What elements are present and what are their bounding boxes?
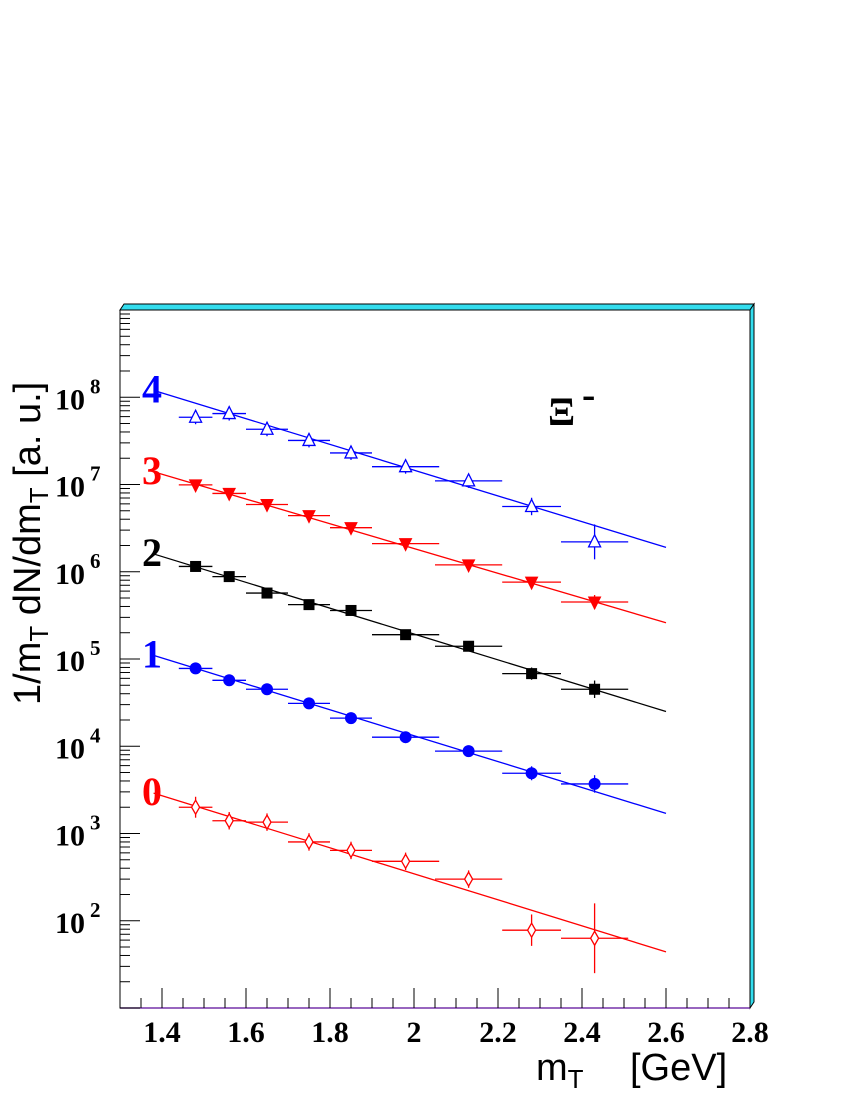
data-point-3 bbox=[344, 522, 358, 536]
data-point-2 bbox=[463, 640, 475, 652]
x-tick-label: 2.4 bbox=[563, 1016, 601, 1049]
data-point-0 bbox=[589, 929, 600, 947]
y-tick-exponent: 8 bbox=[90, 374, 101, 398]
x-axis-title-sub: T bbox=[568, 1064, 584, 1094]
y-tick-label: 10 bbox=[55, 732, 85, 765]
data-point-1 bbox=[223, 674, 236, 687]
data-point-1 bbox=[525, 767, 538, 780]
x-tick-label: 2.6 bbox=[647, 1016, 685, 1049]
data-point-1 bbox=[345, 712, 357, 725]
data-point-2 bbox=[345, 604, 357, 616]
data-point-2 bbox=[526, 668, 538, 680]
data-point-3 bbox=[524, 576, 539, 591]
frame-shadow-top bbox=[119, 303, 755, 311]
data-point-0 bbox=[400, 853, 411, 870]
data-point-3 bbox=[188, 479, 203, 493]
data-point-2 bbox=[589, 683, 601, 695]
y-tick-label: 10 bbox=[55, 383, 85, 416]
data-point-2 bbox=[190, 560, 202, 572]
data-point-1 bbox=[189, 662, 202, 675]
data-point-4 bbox=[222, 405, 237, 420]
series-tag-3: 3 bbox=[142, 448, 162, 493]
series-tag-2: 2 bbox=[142, 530, 162, 575]
data-point-4 bbox=[259, 420, 275, 435]
y-tick-label: 10 bbox=[55, 820, 85, 853]
data-point-0 bbox=[224, 812, 234, 830]
x-axis-title-main: m bbox=[536, 1047, 568, 1089]
y-tick-exponent: 5 bbox=[90, 636, 101, 660]
data-point-4 bbox=[587, 533, 602, 548]
y-tick-exponent: 2 bbox=[90, 898, 101, 922]
data-point-1 bbox=[462, 745, 475, 758]
data-point-0 bbox=[346, 842, 356, 859]
data-point-3 bbox=[461, 559, 476, 573]
y-axis-title-sub1: T bbox=[24, 626, 54, 642]
data-point-0 bbox=[463, 870, 474, 888]
data-point-1 bbox=[588, 777, 601, 790]
series-tag-1: 1 bbox=[142, 631, 162, 676]
data-point-4 bbox=[398, 458, 413, 473]
x-axis-unit: [GeV] bbox=[630, 1047, 727, 1089]
series-tags: 4 3 2 1 0 bbox=[142, 366, 162, 814]
x-tick-label: 2.2 bbox=[479, 1016, 517, 1049]
fit-line-0 bbox=[153, 792, 667, 953]
data-point-2 bbox=[261, 587, 273, 599]
data-point-4 bbox=[461, 472, 476, 487]
data-point-4 bbox=[343, 444, 359, 459]
y-tick-label: 10 bbox=[55, 907, 85, 940]
y-tick-exponent: 3 bbox=[90, 811, 101, 835]
data-point-1 bbox=[261, 683, 273, 696]
data-point-0 bbox=[526, 921, 537, 939]
x-tick-label: 2.8 bbox=[731, 1016, 769, 1049]
data-point-4 bbox=[188, 408, 203, 423]
fit-line-3 bbox=[153, 471, 667, 624]
data-points bbox=[178, 405, 629, 974]
y-axis-title-part2: dN/dm bbox=[7, 503, 49, 625]
y-axis-title: 1/mT dN/dmT [a. u.] bbox=[7, 382, 54, 705]
y-tick-label: 10 bbox=[55, 645, 85, 678]
data-point-3 bbox=[260, 498, 274, 513]
particle-charge: - bbox=[582, 372, 595, 417]
series-tag-0: 0 bbox=[142, 769, 162, 814]
axis-ticks bbox=[119, 313, 751, 1009]
frame-shadow-right bbox=[749, 302, 755, 1010]
data-point-3 bbox=[587, 596, 602, 611]
data-point-2 bbox=[400, 629, 412, 641]
y-axis-title-unit: [a. u.] bbox=[7, 382, 49, 488]
y-tick-label: 10 bbox=[55, 471, 85, 504]
y-tick-exponent: 4 bbox=[90, 723, 101, 747]
x-axis-title: mT bbox=[536, 1047, 584, 1094]
y-tick-exponent: 7 bbox=[90, 462, 101, 486]
y-tick-label: 10 bbox=[55, 558, 85, 591]
data-point-0 bbox=[262, 813, 272, 831]
data-point-4 bbox=[524, 498, 539, 513]
data-point-3 bbox=[302, 510, 316, 524]
series-tag-4: 4 bbox=[142, 366, 162, 411]
data-point-2 bbox=[223, 571, 235, 583]
x-tick-label: 2 bbox=[407, 1016, 422, 1049]
x-tick-label: 1.6 bbox=[227, 1016, 265, 1049]
x-tick-label: 1.8 bbox=[311, 1016, 349, 1049]
data-point-0 bbox=[304, 833, 314, 851]
data-point-1 bbox=[399, 731, 412, 744]
particle-label: Ξ bbox=[548, 389, 575, 434]
plot-frame bbox=[119, 302, 755, 1010]
plot-area bbox=[119, 309, 751, 1009]
y-axis-title-sub2: T bbox=[24, 487, 54, 503]
y-tick-exponent: 6 bbox=[90, 549, 101, 573]
y-axis-title-part1: 1/m bbox=[7, 642, 49, 705]
data-point-3 bbox=[222, 487, 237, 502]
data-point-0 bbox=[190, 798, 201, 816]
data-point-2 bbox=[303, 599, 315, 611]
data-point-1 bbox=[303, 697, 315, 710]
data-point-4 bbox=[301, 431, 317, 447]
data-point-3 bbox=[398, 538, 413, 552]
x-tick-label: 1.4 bbox=[143, 1016, 181, 1049]
